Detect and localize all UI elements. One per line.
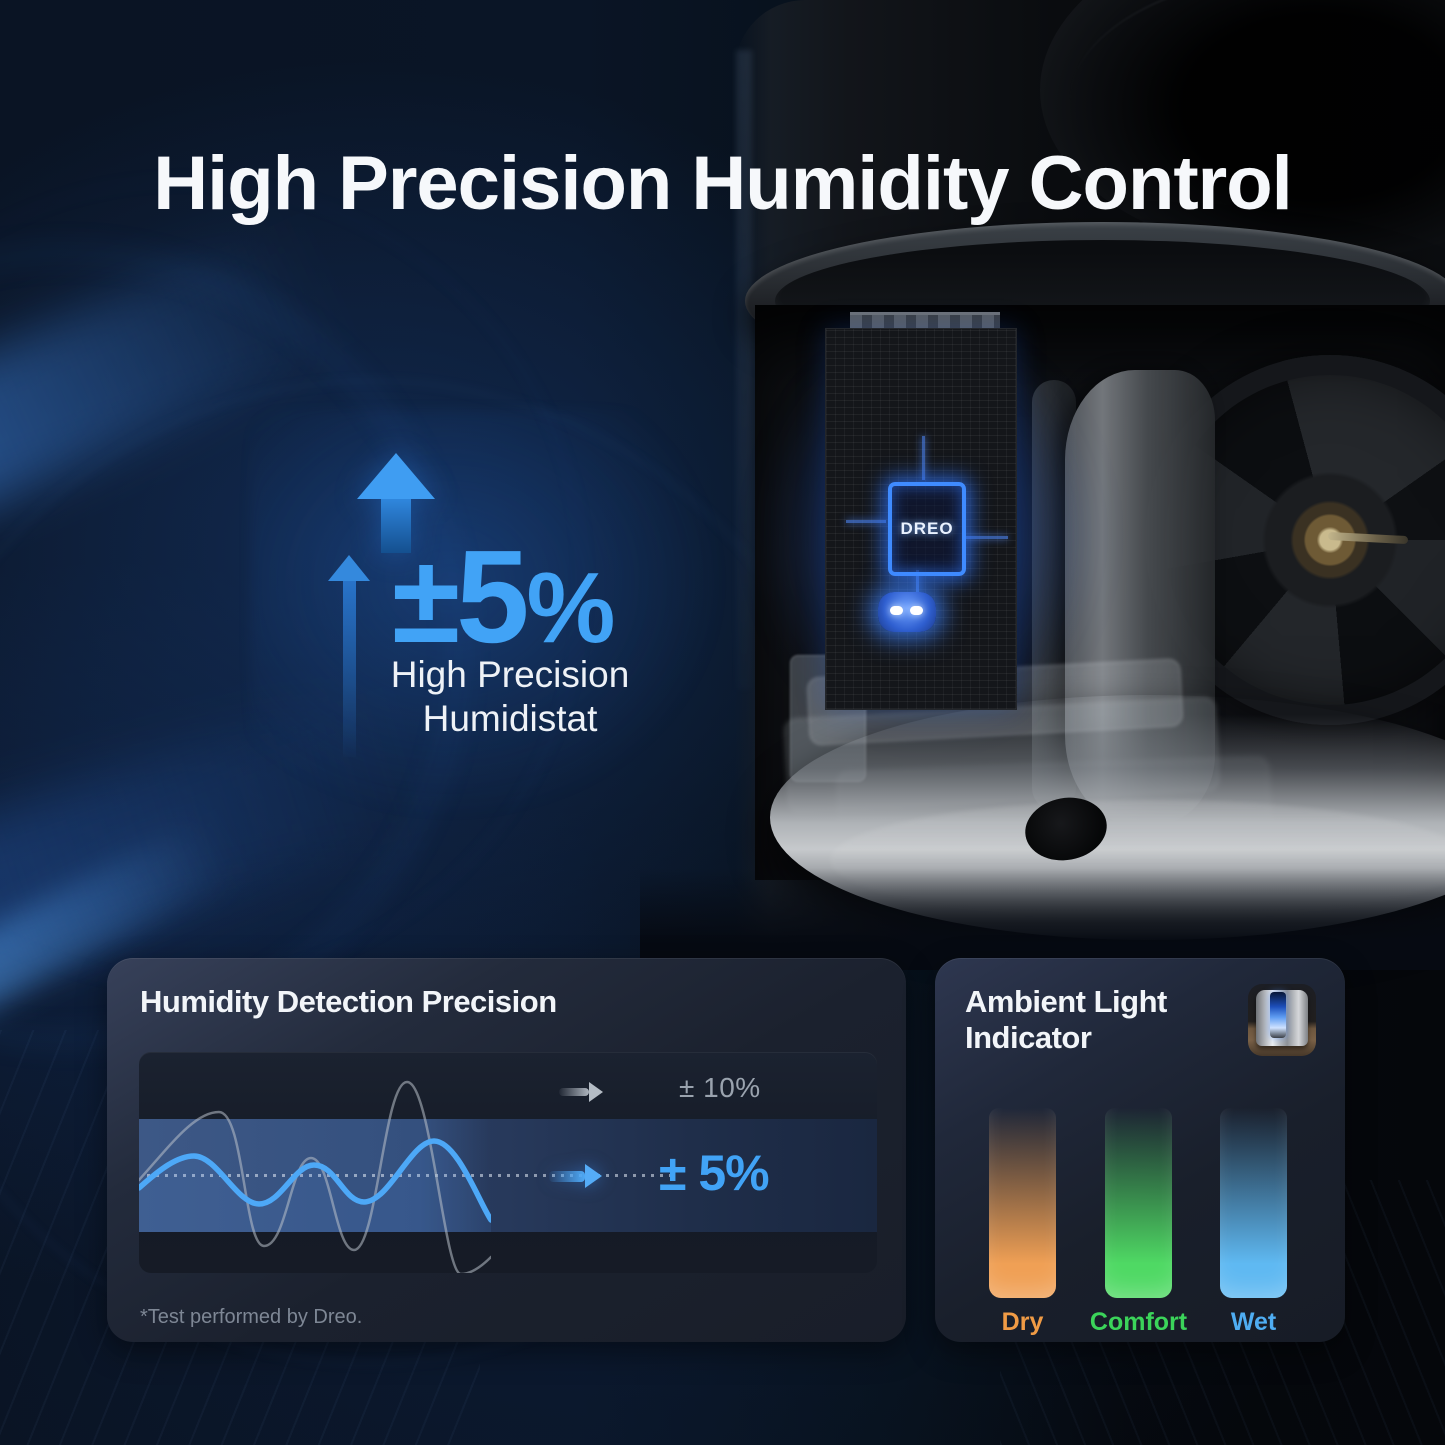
chip-trace <box>922 436 925 480</box>
stat-percent: % <box>526 552 616 664</box>
arrow-shaft <box>559 1088 589 1096</box>
up-arrow-large-icon <box>357 453 435 553</box>
wet-level-bar <box>1220 1108 1287 1298</box>
card-title: Ambient Light Indicator <box>965 984 1167 1056</box>
thumbnail-light-strip <box>1270 992 1286 1038</box>
arrow-head <box>357 453 435 499</box>
up-arrow-small-icon <box>328 555 370 757</box>
stat-number: 5 <box>456 523 529 670</box>
footnote: *Test performed by Dreo. <box>140 1306 363 1328</box>
precision-label-standard: ± 10% <box>679 1072 761 1103</box>
stat-plus-minus: ± <box>392 531 460 669</box>
dry-level-bar <box>989 1108 1056 1298</box>
arrow-head <box>328 555 370 581</box>
blue-wave-fill <box>139 1141 491 1232</box>
page-title: High Precision Humidity Control <box>153 141 1293 226</box>
bar-wet: Wet <box>1220 1108 1287 1342</box>
humidifier-cutaway-render: DREO <box>640 0 1445 970</box>
precision-stat: ±5% High Precision Humidistat <box>300 445 700 765</box>
dreo-chip: DREO <box>888 482 966 576</box>
stat-caption: High Precision Humidistat <box>340 653 680 740</box>
bar-dry: Dry <box>989 1108 1056 1342</box>
chip-label: DREO <box>900 519 954 538</box>
shell-highlight <box>736 50 752 690</box>
card-title-line2: Indicator <box>965 1019 1092 1055</box>
chip-trace <box>916 570 919 594</box>
stat-caption-line1: High Precision <box>390 654 630 695</box>
product-thumbnail <box>1248 984 1316 1056</box>
stat-value: ±5% <box>392 521 615 672</box>
right-arrow-gray-icon <box>559 1082 603 1102</box>
arrow-shaft <box>549 1170 585 1182</box>
arrow-head <box>585 1164 602 1188</box>
robot-module <box>878 592 936 632</box>
right-arrow-blue-icon <box>549 1164 602 1188</box>
stat-glow <box>250 410 750 840</box>
bottom-fade <box>640 868 1445 970</box>
robot-eye <box>890 606 903 615</box>
card-title-line1: Ambient Light <box>965 984 1167 1019</box>
arrow-head <box>589 1082 603 1102</box>
wave-lines <box>139 1080 491 1273</box>
arrow-shaft <box>342 581 356 757</box>
robot-eye <box>910 606 923 615</box>
precision-label-dreo: ± 5% <box>659 1145 770 1201</box>
bar-comfort: Comfort <box>1090 1108 1187 1342</box>
arrow-shaft <box>381 499 411 553</box>
chip-trace <box>964 536 1008 539</box>
blue-wave <box>139 1138 491 1223</box>
comfort-level-bar <box>1105 1108 1172 1298</box>
humidity-precision-card: Humidity Detection Precision ± 10% ± 5% … <box>107 958 906 1342</box>
ambient-light-card: Ambient Light Indicator Dry Comfort Wet <box>935 958 1345 1342</box>
precision-chart: ± 10% ± 5% <box>139 1052 877 1273</box>
stat-caption-line2: Humidistat <box>422 697 598 739</box>
chip-trace <box>846 520 886 523</box>
bar-label: Dry <box>1001 1308 1044 1336</box>
card-title: Humidity Detection Precision <box>140 984 557 1019</box>
bar-label: Wet <box>1230 1308 1277 1336</box>
bar-label: Comfort <box>1089 1308 1188 1336</box>
gray-wave <box>139 1080 491 1273</box>
dotted-baseline <box>147 1174 671 1177</box>
